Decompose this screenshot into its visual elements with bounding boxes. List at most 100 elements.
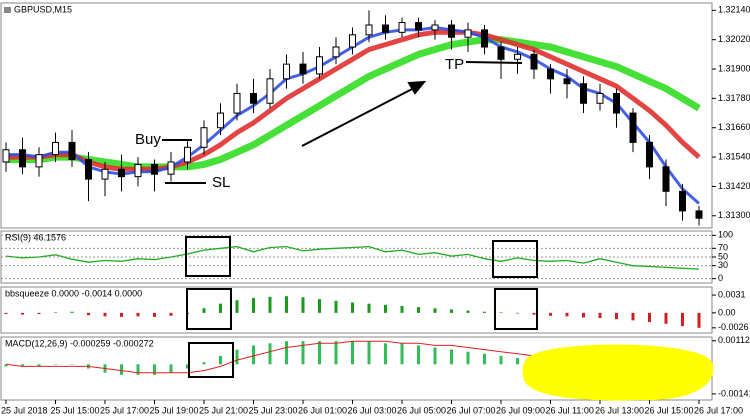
histogram-bar <box>120 312 123 317</box>
candle-body <box>151 163 158 175</box>
box <box>492 240 538 278</box>
trend-arrow <box>301 87 415 147</box>
histogram-bar <box>301 341 305 365</box>
candle-body <box>35 154 43 168</box>
box <box>188 342 234 378</box>
y-tick-label: -0.00141 <box>718 388 750 398</box>
histogram-bar <box>235 349 239 365</box>
histogram-bar <box>516 312 519 314</box>
candle-body <box>382 24 389 33</box>
histogram-bar <box>417 307 420 313</box>
histogram-bar <box>202 308 206 313</box>
box <box>494 288 538 330</box>
candle-body <box>101 168 109 180</box>
histogram-bar <box>285 296 288 313</box>
histogram-bar <box>417 345 420 365</box>
candle-body <box>398 22 406 33</box>
histogram-bar <box>648 312 651 323</box>
panel-frame <box>0 286 713 334</box>
x-tick-label: 26 Jul 15:00 <box>645 405 694 415</box>
histogram-bar <box>697 312 701 328</box>
highlight-boxes <box>185 236 538 378</box>
histogram-bar <box>153 312 156 317</box>
x-tick-label: 26 Jul 03:00 <box>348 405 397 415</box>
panel-title: MACD(12,26,9) -0.000259 -0.000272 <box>5 338 154 348</box>
candle-body <box>316 56 323 75</box>
histogram-bar <box>153 364 156 375</box>
histogram-bar <box>549 312 552 316</box>
x-tick-label: 25 Jul 23:00 <box>249 405 298 415</box>
histogram-bar <box>400 343 404 365</box>
y-tick-label: 0 <box>718 273 723 283</box>
histogram-bar <box>664 312 668 324</box>
panel-title: RSI(9) 46.1576 <box>5 232 66 242</box>
histogram-bar <box>268 343 272 365</box>
candle-body <box>200 127 208 148</box>
histogram-bar <box>252 297 255 313</box>
y-tick-label: 70 <box>718 243 728 253</box>
y-tick-label: 0.00 <box>718 307 736 317</box>
histogram-bar <box>351 302 354 313</box>
histogram-bar <box>582 312 585 318</box>
candle-body <box>431 24 439 31</box>
candle-body <box>217 112 224 129</box>
x-tick-label: 25 Jul 2018 <box>1 405 48 415</box>
box <box>186 288 232 330</box>
histogram-bar <box>532 312 536 315</box>
histogram-bar <box>384 304 387 313</box>
histogram-bar <box>120 364 123 375</box>
histogram-bar <box>450 349 453 365</box>
candle-body <box>19 149 26 168</box>
histogram-bar <box>433 347 437 365</box>
histogram-bar <box>367 303 371 313</box>
candle-body <box>233 92 241 114</box>
annotation: Buy <box>135 131 161 148</box>
histogram-bar <box>169 312 173 316</box>
candle-body <box>613 92 620 114</box>
histogram-bar <box>37 364 41 367</box>
histogram-bar <box>367 341 371 365</box>
histogram-bar <box>384 343 387 365</box>
candle-body <box>332 46 340 58</box>
histogram-bar <box>351 341 354 365</box>
candle-body <box>85 159 92 180</box>
panel-frame <box>0 2 713 229</box>
y-tick-label: 50 <box>718 251 728 261</box>
candle-body <box>580 83 587 104</box>
candle-body <box>68 141 76 161</box>
histogram-bar <box>268 296 272 313</box>
indicator-line <box>5 245 700 270</box>
x-tick-label: 25 Jul 17:00 <box>100 405 149 415</box>
y-tick-label: -0.0026 <box>718 322 749 332</box>
candle-body <box>134 163 142 178</box>
candle-body <box>266 78 274 104</box>
candle-body <box>464 29 472 38</box>
histogram-bar <box>136 312 140 317</box>
candle-body <box>349 34 356 48</box>
candle-body <box>530 53 538 70</box>
histogram-bar <box>219 355 222 365</box>
x-tick-label: 26 Jul 07:00 <box>447 405 496 415</box>
candle-body <box>679 190 686 212</box>
histogram-bar <box>499 355 503 365</box>
panel-title: GBPUSD,M15 <box>14 4 72 14</box>
histogram-bar <box>21 364 24 367</box>
histogram-bar <box>565 312 569 317</box>
panel-title: bbsqueeze 0.0000 -0.0014 0.0000 <box>5 288 142 298</box>
x-tick-label: 26 Jul 17:00 <box>694 405 743 415</box>
histogram-bar <box>598 312 602 319</box>
histogram-bar <box>219 303 222 313</box>
y-tick-label: 1.31420 <box>718 181 750 191</box>
histogram-bar <box>334 300 338 313</box>
histogram-bar <box>483 311 486 313</box>
histogram-bar <box>466 310 470 313</box>
histogram-bar <box>318 299 321 313</box>
candle-body <box>184 146 191 163</box>
histogram-bar <box>433 308 437 313</box>
box <box>185 236 231 277</box>
histogram-bar <box>103 312 107 317</box>
arrow-head <box>407 80 427 95</box>
histogram-bar <box>285 341 288 365</box>
